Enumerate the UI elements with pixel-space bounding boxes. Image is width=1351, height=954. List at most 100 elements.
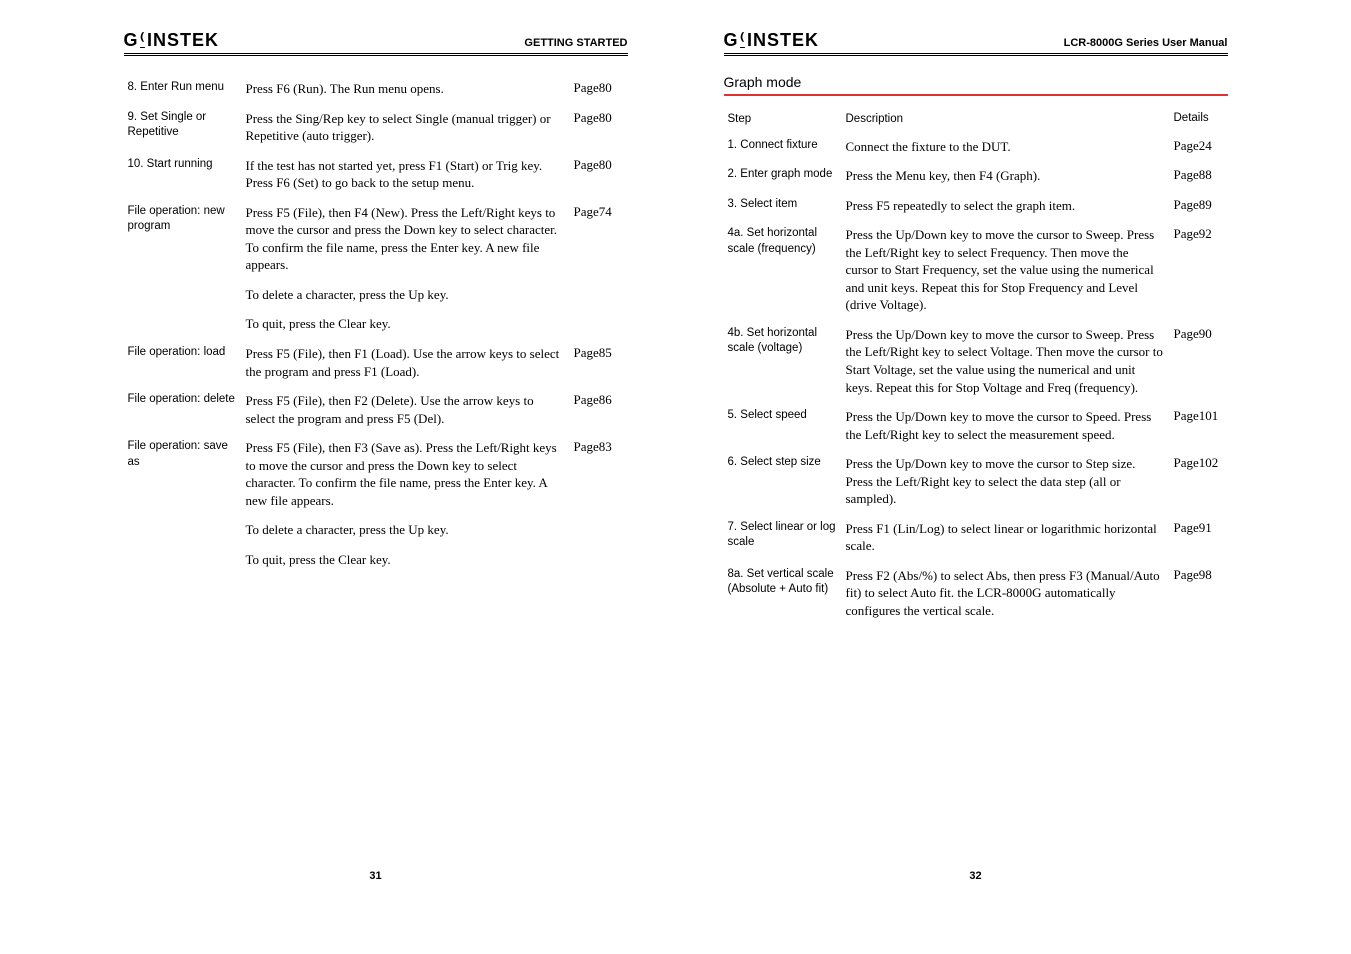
step-page: Page88	[1170, 161, 1228, 191]
step-label: 5. Select speed	[724, 402, 842, 449]
step-description: To delete a character, press the Up key.	[242, 280, 570, 310]
step-page: Page98	[1170, 561, 1228, 626]
step-description: Press the Menu key, then F4 (Graph).	[842, 161, 1170, 191]
steps-body-right: Step Description Details 1. Connect fixt…	[724, 106, 1228, 626]
logo-instek: INSTEK	[147, 30, 219, 51]
logo-gw: G	[724, 30, 739, 51]
step-page: Page80	[570, 74, 628, 104]
step-page: Page24	[1170, 132, 1228, 162]
step-page: Page91	[1170, 514, 1228, 561]
step-description: To delete a character, press the Up key.	[242, 515, 570, 545]
table-row: File operation: save asPress F5 (File), …	[124, 433, 628, 515]
table-head-row: Step Description Details	[724, 106, 1228, 132]
table-row: 9. Set Single or RepetitivePress the Sin…	[124, 104, 628, 151]
step-page: Page83	[570, 433, 628, 515]
step-page: Page92	[1170, 220, 1228, 320]
step-label: 3. Select item	[724, 191, 842, 221]
step-label: File operation: load	[124, 339, 242, 386]
logo: G⁽ INSTEK	[124, 30, 219, 51]
step-page: Page80	[570, 151, 628, 198]
step-page: Page89	[1170, 191, 1228, 221]
step-page: Page90	[1170, 320, 1228, 402]
step-label	[124, 280, 242, 310]
step-page: Page86	[570, 386, 628, 433]
step-description: To quit, press the Clear key.	[242, 309, 570, 339]
page-right: G⁽ INSTEK LCR-8000G Series User Manual G…	[706, 30, 1246, 890]
table-row: To quit, press the Clear key.	[124, 309, 628, 339]
table-row: File operation: loadPress F5 (File), the…	[124, 339, 628, 386]
logo-gw: G	[124, 30, 139, 51]
step-description: Press F5 (File), then F3 (Save as). Pres…	[242, 433, 570, 515]
step-page: Page101	[1170, 402, 1228, 449]
table-row: 3. Select itemPress F5 repeatedly to sel…	[724, 191, 1228, 221]
step-description: Press F2 (Abs/%) to select Abs, then pre…	[842, 561, 1170, 626]
table-row: 6. Select step sizePress the Up/Down key…	[724, 449, 1228, 514]
step-description: Press F5 (File), then F4 (New). Press th…	[242, 198, 570, 280]
step-label: 9. Set Single or Repetitive	[124, 104, 242, 151]
spread: G⁽ INSTEK GETTING STARTED 8. Enter Run m…	[106, 30, 1246, 890]
step-description: Press F5 (File), then F2 (Delete). Use t…	[242, 386, 570, 433]
table-row: To delete a character, press the Up key.	[124, 515, 628, 545]
table-row: 10. Start runningIf the test has not sta…	[124, 151, 628, 198]
logo-instek: INSTEK	[747, 30, 819, 51]
step-page: Page74	[570, 198, 628, 280]
step-description: Press the Up/Down key to move the cursor…	[842, 320, 1170, 402]
step-description: Press the Sing/Rep key to select Single …	[242, 104, 570, 151]
step-description: Press the Up/Down key to move the cursor…	[842, 220, 1170, 320]
step-label: File operation: new program	[124, 198, 242, 280]
step-label: 6. Select step size	[724, 449, 842, 514]
table-row: To quit, press the Clear key.	[124, 545, 628, 575]
col-step: Step	[724, 106, 842, 132]
col-details: Details	[1170, 106, 1228, 132]
step-label: 7. Select linear or log scale	[724, 514, 842, 561]
steps-body-left: 8. Enter Run menuPress F6 (Run). The Run…	[124, 74, 628, 574]
page-left: G⁽ INSTEK GETTING STARTED 8. Enter Run m…	[106, 30, 646, 890]
step-page: Page85	[570, 339, 628, 386]
table-row: 4b. Set horizontal scale (voltage)Press …	[724, 320, 1228, 402]
header-left: G⁽ INSTEK GETTING STARTED	[124, 30, 628, 56]
step-page	[570, 515, 628, 545]
step-label: 8. Enter Run menu	[124, 74, 242, 104]
logo-underline: ⁽	[740, 30, 745, 51]
table-row: File operation: new programPress F5 (Fil…	[124, 198, 628, 280]
step-description: To quit, press the Clear key.	[242, 545, 570, 575]
header-section: GETTING STARTED	[524, 37, 627, 49]
step-label	[124, 515, 242, 545]
step-description: Press F5 (File), then F1 (Load). Use the…	[242, 339, 570, 386]
table-row: 5. Select speedPress the Up/Down key to …	[724, 402, 1228, 449]
header-manual-title: LCR-8000G Series User Manual	[1064, 37, 1228, 49]
step-label	[124, 309, 242, 339]
step-label: 10. Start running	[124, 151, 242, 198]
section-title: Graph mode	[724, 74, 1228, 90]
table-row: 7. Select linear or log scalePress F1 (L…	[724, 514, 1228, 561]
logo-underline: ⁽	[140, 30, 145, 51]
step-label	[124, 545, 242, 575]
page-number-right: 32	[706, 870, 1246, 882]
step-page: Page80	[570, 104, 628, 151]
logo: G⁽ INSTEK	[724, 30, 819, 51]
table-row: 2. Enter graph modePress the Menu key, t…	[724, 161, 1228, 191]
step-label: 8a. Set vertical scale (Absolute + Auto …	[724, 561, 842, 626]
step-label: 2. Enter graph mode	[724, 161, 842, 191]
step-description: Press F1 (Lin/Log) to select linear or l…	[842, 514, 1170, 561]
step-label: 4a. Set horizontal scale (frequency)	[724, 220, 842, 320]
step-description: Press the Up/Down key to move the cursor…	[842, 449, 1170, 514]
step-description: Press F6 (Run). The Run menu opens.	[242, 74, 570, 104]
steps-table-right: Step Description Details 1. Connect fixt…	[724, 106, 1228, 626]
step-description: Connect the fixture to the DUT.	[842, 132, 1170, 162]
step-label: File operation: save as	[124, 433, 242, 515]
step-label: File operation: delete	[124, 386, 242, 433]
step-page	[570, 309, 628, 339]
table-row: 8. Enter Run menuPress F6 (Run). The Run…	[124, 74, 628, 104]
table-row: File operation: deletePress F5 (File), t…	[124, 386, 628, 433]
step-label: 1. Connect fixture	[724, 132, 842, 162]
steps-table-left: 8. Enter Run menuPress F6 (Run). The Run…	[124, 74, 628, 574]
table-row: 8a. Set vertical scale (Absolute + Auto …	[724, 561, 1228, 626]
step-label: 4b. Set horizontal scale (voltage)	[724, 320, 842, 402]
table-row: 4a. Set horizontal scale (frequency)Pres…	[724, 220, 1228, 320]
table-row: 1. Connect fixtureConnect the fixture to…	[724, 132, 1228, 162]
col-description: Description	[842, 106, 1170, 132]
header-right: G⁽ INSTEK LCR-8000G Series User Manual	[724, 30, 1228, 56]
step-description: Press the Up/Down key to move the cursor…	[842, 402, 1170, 449]
step-description: Press F5 repeatedly to select the graph …	[842, 191, 1170, 221]
